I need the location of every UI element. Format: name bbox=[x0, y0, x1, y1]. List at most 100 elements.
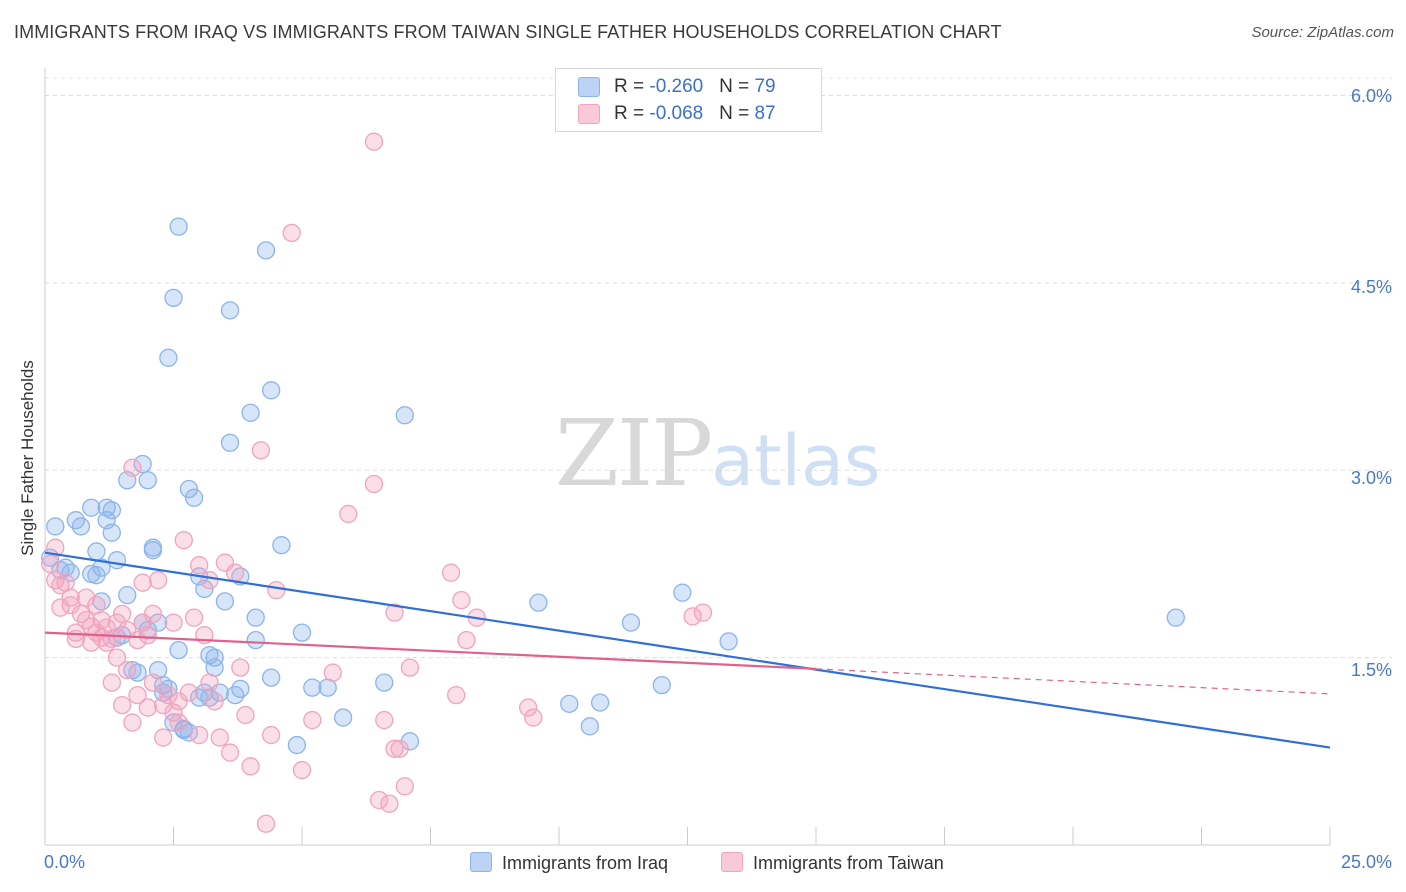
data-point-iraq bbox=[262, 381, 281, 400]
data-point-iraq bbox=[159, 679, 178, 698]
bottom-legend-iraq: Immigrants from Iraq bbox=[470, 852, 668, 874]
data-point-iraq bbox=[195, 579, 214, 599]
legend-r-value-taiwan: -0.068 bbox=[649, 103, 704, 124]
y-tick-label: 1.5% bbox=[1350, 660, 1392, 680]
data-point-taiwan bbox=[143, 673, 163, 692]
data-point-taiwan bbox=[256, 814, 276, 833]
data-point-iraq bbox=[179, 479, 199, 499]
y-tick-label: 6.0% bbox=[1350, 86, 1392, 106]
data-point-iraq bbox=[102, 523, 121, 542]
data-point-iraq bbox=[292, 623, 312, 642]
legend-n-value-iraq: 79 bbox=[754, 76, 776, 97]
trend-line-taiwan bbox=[44, 631, 817, 670]
data-point-iraq bbox=[92, 558, 111, 577]
data-point-taiwan bbox=[164, 703, 183, 722]
bottom-legend-label-taiwan: Immigrants from Taiwan bbox=[753, 853, 944, 873]
data-point-taiwan bbox=[400, 658, 420, 677]
data-point-iraq bbox=[220, 433, 240, 452]
data-point-taiwan bbox=[262, 725, 281, 745]
data-point-taiwan bbox=[164, 613, 183, 632]
data-point-taiwan bbox=[200, 571, 219, 590]
data-point-taiwan bbox=[169, 713, 188, 732]
data-point-taiwan bbox=[138, 698, 157, 717]
data-point-iraq bbox=[159, 348, 178, 367]
data-point-iraq bbox=[272, 536, 291, 555]
data-point-iraq bbox=[143, 538, 163, 557]
data-point-iraq bbox=[102, 501, 121, 520]
legend-n-label: N = bbox=[719, 103, 755, 124]
data-point-iraq bbox=[138, 471, 157, 490]
chart-title: IMMIGRANTS FROM IRAQ VS IMMIGRANTS FROM … bbox=[14, 22, 1002, 42]
data-point-taiwan bbox=[385, 603, 404, 622]
data-point-taiwan bbox=[447, 685, 466, 705]
data-point-taiwan bbox=[380, 794, 399, 813]
data-point-iraq bbox=[375, 673, 394, 692]
data-point-taiwan bbox=[364, 474, 384, 494]
data-point-iraq bbox=[107, 551, 127, 570]
data-point-taiwan bbox=[452, 591, 471, 610]
data-point-taiwan bbox=[220, 743, 240, 762]
data-point-iraq bbox=[400, 732, 420, 751]
data-point-taiwan bbox=[107, 648, 127, 667]
data-point-iraq bbox=[169, 217, 188, 236]
data-point-taiwan bbox=[693, 603, 713, 622]
data-point-iraq bbox=[118, 586, 137, 605]
data-point-iraq bbox=[164, 288, 183, 307]
data-point-iraq bbox=[529, 593, 548, 612]
y-tick-label: 4.5% bbox=[1350, 277, 1392, 297]
data-point-taiwan bbox=[200, 673, 219, 692]
bottom-legend-swatch-taiwan bbox=[721, 852, 743, 872]
data-point-taiwan bbox=[395, 777, 414, 796]
data-point-taiwan bbox=[184, 608, 204, 627]
data-point-iraq bbox=[256, 241, 276, 260]
trend-line-iraq bbox=[44, 551, 1331, 749]
data-point-iraq bbox=[333, 708, 353, 727]
data-point-taiwan bbox=[112, 604, 132, 624]
data-point-taiwan bbox=[46, 538, 65, 557]
data-point-taiwan bbox=[375, 710, 394, 730]
data-point-taiwan bbox=[154, 695, 173, 715]
data-point-taiwan bbox=[143, 604, 163, 624]
data-point-taiwan bbox=[76, 588, 96, 607]
data-point-taiwan bbox=[282, 223, 301, 243]
data-point-taiwan bbox=[323, 663, 342, 682]
data-point-taiwan bbox=[369, 790, 389, 810]
data-point-taiwan bbox=[519, 698, 538, 717]
data-point-iraq bbox=[241, 403, 260, 422]
data-point-taiwan bbox=[107, 613, 127, 632]
data-point-taiwan bbox=[231, 658, 250, 677]
x-tick-label-max: 25.0% bbox=[1340, 852, 1392, 872]
data-point-taiwan bbox=[364, 132, 384, 151]
data-point-taiwan bbox=[190, 725, 209, 745]
watermark-zip: ZIP bbox=[555, 400, 713, 507]
legend-r-value-iraq: -0.260 bbox=[649, 76, 704, 97]
data-point-iraq bbox=[71, 517, 91, 536]
data-point-iraq bbox=[82, 498, 101, 517]
data-point-iraq bbox=[719, 632, 738, 651]
data-point-iraq bbox=[246, 608, 265, 627]
data-point-iraq bbox=[184, 488, 204, 507]
data-point-iraq bbox=[220, 301, 240, 320]
legend-n-value-taiwan: 87 bbox=[754, 103, 776, 124]
data-point-iraq bbox=[395, 406, 414, 425]
data-point-taiwan bbox=[267, 581, 286, 600]
data-point-taiwan bbox=[385, 739, 404, 758]
data-point-taiwan bbox=[128, 685, 147, 705]
data-point-taiwan bbox=[190, 556, 209, 575]
data-point-iraq bbox=[262, 668, 281, 687]
x-tick-label-min: 0.0% bbox=[44, 852, 86, 872]
data-point-iraq bbox=[652, 675, 671, 695]
data-point-taiwan bbox=[524, 708, 543, 727]
data-point-iraq bbox=[215, 592, 235, 611]
watermark: ZIPatlas bbox=[555, 400, 880, 507]
y-axis-label: Single Father Households bbox=[18, 360, 37, 556]
data-point-iraq bbox=[46, 517, 65, 536]
data-point-iraq bbox=[1166, 608, 1185, 627]
data-point-iraq bbox=[190, 688, 209, 707]
bottom-legend-label-iraq: Immigrants from Iraq bbox=[502, 853, 669, 873]
data-point-taiwan bbox=[174, 531, 193, 550]
data-point-taiwan bbox=[441, 563, 461, 582]
data-point-iraq bbox=[164, 713, 183, 732]
bottom-legend-taiwan: Immigrants from Taiwan bbox=[721, 852, 944, 874]
data-point-iraq bbox=[61, 563, 80, 582]
